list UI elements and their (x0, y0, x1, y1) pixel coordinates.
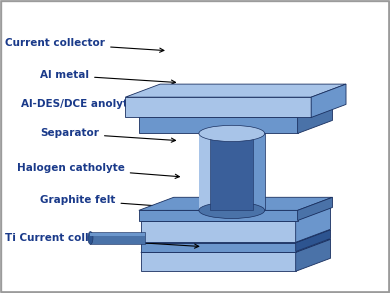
Polygon shape (125, 97, 311, 117)
Polygon shape (139, 210, 298, 221)
Polygon shape (296, 230, 331, 252)
Polygon shape (141, 239, 331, 253)
Polygon shape (141, 221, 296, 242)
Polygon shape (141, 207, 331, 221)
Text: Graphite felt: Graphite felt (40, 195, 176, 209)
Polygon shape (141, 253, 296, 271)
Text: Halogen catholyte: Halogen catholyte (17, 163, 179, 178)
Polygon shape (139, 117, 298, 133)
Ellipse shape (199, 202, 265, 219)
Bar (199, 133, 212, 210)
Polygon shape (296, 239, 331, 271)
Polygon shape (139, 197, 332, 210)
Polygon shape (141, 230, 331, 243)
Polygon shape (298, 197, 332, 221)
Text: Separator: Separator (40, 128, 176, 142)
Ellipse shape (199, 125, 265, 142)
Text: Al metal: Al metal (40, 70, 176, 84)
Polygon shape (311, 84, 346, 117)
Bar (90, 231, 145, 244)
Polygon shape (296, 207, 331, 242)
Text: Current collector: Current collector (5, 38, 164, 52)
Polygon shape (139, 104, 332, 117)
Ellipse shape (88, 231, 93, 244)
Text: Al-DES/DCE anolyte: Al-DES/DCE anolyte (21, 99, 191, 121)
Polygon shape (125, 84, 346, 97)
Bar (199, 133, 265, 210)
Bar (211, 133, 253, 210)
Polygon shape (141, 243, 296, 252)
Polygon shape (298, 104, 332, 133)
Bar (90, 234, 145, 236)
Text: Ti Current collector: Ti Current collector (5, 233, 199, 248)
